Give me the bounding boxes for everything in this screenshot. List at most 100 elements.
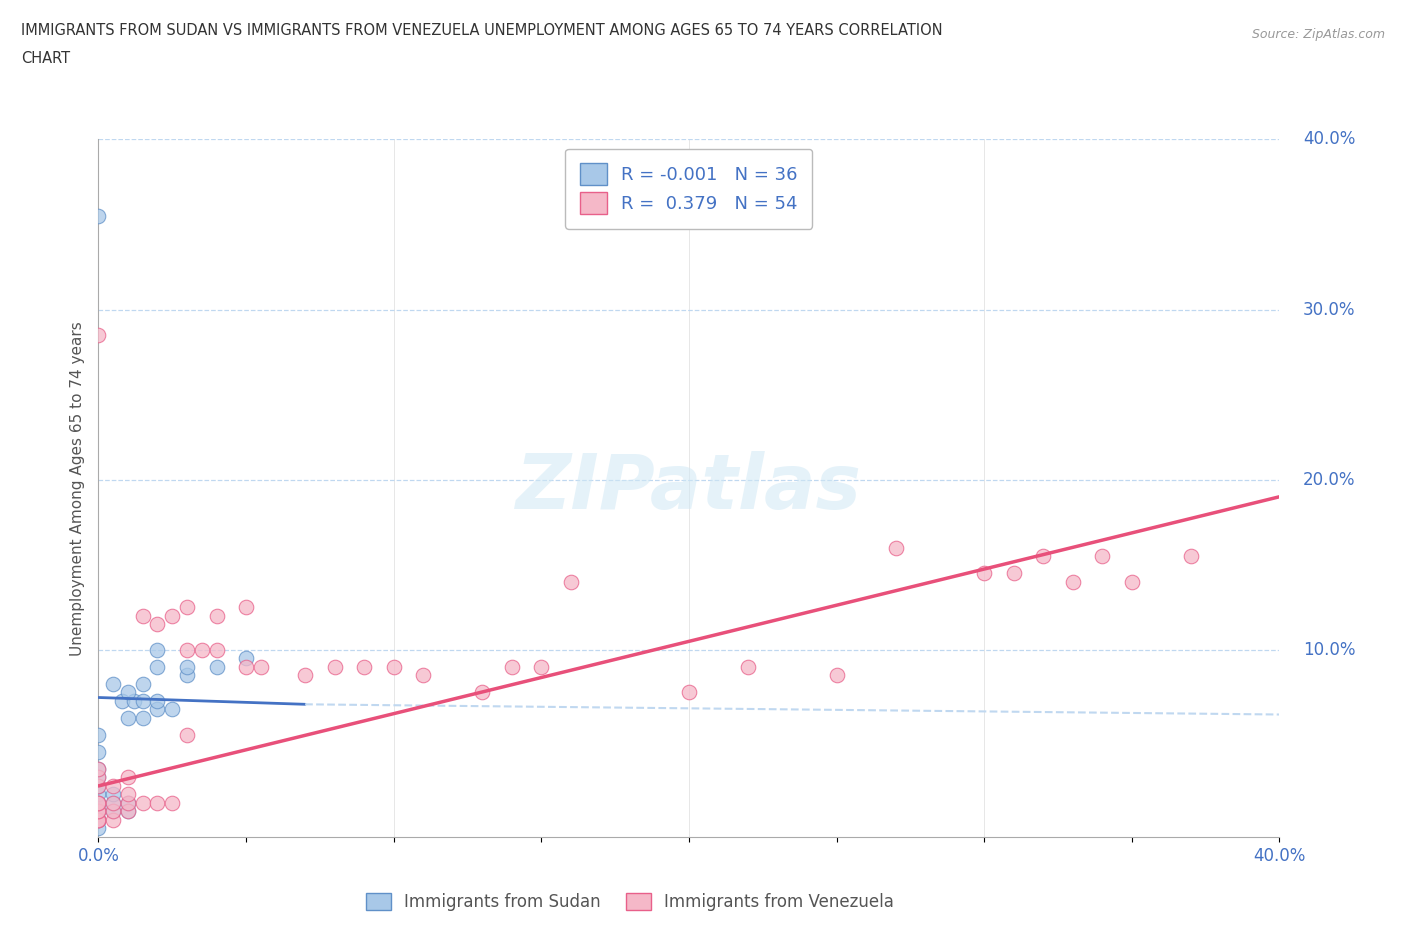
Point [250,659,273,674]
Point [87,787,110,802]
Point [1032,549,1054,564]
Point [530,659,553,674]
Point [87,821,110,836]
Point [103,676,125,691]
Point [132,795,155,810]
Point [353,659,375,674]
Point [678,685,700,700]
Point [132,676,155,691]
Point [117,770,139,785]
Point [323,659,346,674]
Text: 10.0%: 10.0% [1303,641,1355,658]
Point [825,668,848,683]
Point [117,804,139,819]
Point [87,813,110,828]
Text: CHART: CHART [21,51,70,66]
Point [162,795,183,810]
Point [103,787,125,802]
Point [176,727,198,742]
Point [382,659,405,674]
Point [87,804,110,819]
Point [412,668,434,683]
Point [87,778,110,793]
Point [146,795,169,810]
Point [87,770,110,785]
Point [162,608,183,623]
Point [1180,549,1202,564]
Point [132,694,155,709]
Point [235,659,257,674]
Point [560,575,582,590]
Point [501,659,523,674]
Text: 20.0%: 20.0% [1303,471,1355,489]
Point [132,711,155,725]
Point [87,795,110,810]
Point [205,659,228,674]
Point [111,694,134,709]
Point [205,643,228,658]
Point [176,600,198,615]
Point [884,540,907,555]
Point [87,813,110,828]
Point [146,659,169,674]
Point [87,762,110,777]
Text: 40.0%: 40.0% [1303,130,1355,149]
Point [87,727,110,742]
Point [235,600,257,615]
Point [103,804,125,819]
Point [162,702,183,717]
Point [132,608,155,623]
Point [87,745,110,760]
Point [1091,549,1114,564]
Y-axis label: Unemployment Among Ages 65 to 74 years: Unemployment Among Ages 65 to 74 years [69,321,84,656]
Point [87,208,110,223]
Point [973,565,995,580]
Point [1121,575,1143,590]
Point [122,694,145,709]
Point [87,795,110,810]
Point [146,702,169,717]
Point [103,778,125,793]
Point [191,643,214,658]
Point [1062,575,1084,590]
Point [176,668,198,683]
Text: Source: ZipAtlas.com: Source: ZipAtlas.com [1251,28,1385,41]
Point [146,643,169,658]
Point [87,795,110,810]
Point [176,643,198,658]
Point [87,770,110,785]
Text: 30.0%: 30.0% [1303,300,1355,319]
Point [117,795,139,810]
Point [117,711,139,725]
Point [146,694,169,709]
Text: ZIPatlas: ZIPatlas [516,451,862,525]
Point [87,813,110,828]
Point [87,804,110,819]
Point [103,813,125,828]
Point [294,668,316,683]
Point [87,804,110,819]
Point [87,778,110,793]
Point [87,813,110,828]
Point [737,659,759,674]
Legend: Immigrants from Sudan, Immigrants from Venezuela: Immigrants from Sudan, Immigrants from V… [357,884,903,920]
Point [117,685,139,700]
Point [117,795,139,810]
Point [103,795,125,810]
Point [205,608,228,623]
Point [117,804,139,819]
Point [87,813,110,828]
Point [87,327,110,342]
Point [471,685,494,700]
Point [87,795,110,810]
Point [103,804,125,819]
Point [117,787,139,802]
Point [103,795,125,810]
Point [235,651,257,666]
Point [87,813,110,828]
Text: IMMIGRANTS FROM SUDAN VS IMMIGRANTS FROM VENEZUELA UNEMPLOYMENT AMONG AGES 65 TO: IMMIGRANTS FROM SUDAN VS IMMIGRANTS FROM… [21,23,942,38]
Point [146,617,169,631]
Point [176,659,198,674]
Point [1002,565,1025,580]
Point [87,762,110,777]
